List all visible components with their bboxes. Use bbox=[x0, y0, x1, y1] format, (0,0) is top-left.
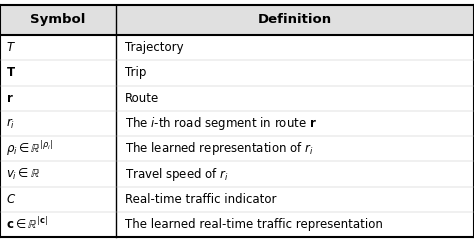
Text: Real-time traffic indicator: Real-time traffic indicator bbox=[125, 193, 276, 206]
Text: $\mathbf{c} \in \mathbb{R}^{|\mathbf{c}|}$: $\mathbf{c} \in \mathbb{R}^{|\mathbf{c}|… bbox=[6, 217, 47, 233]
Text: $v_i \in \mathbb{R}$: $v_i \in \mathbb{R}$ bbox=[6, 166, 40, 182]
Text: The learned real-time traffic representation: The learned real-time traffic representa… bbox=[125, 218, 383, 231]
Text: Trip: Trip bbox=[125, 67, 146, 79]
Bar bbox=[0, 5, 474, 35]
Text: Definition: Definition bbox=[258, 14, 332, 26]
Text: Symbol: Symbol bbox=[30, 14, 86, 26]
Text: Trajectory: Trajectory bbox=[125, 41, 183, 54]
Text: $\mathbf{r}$: $\mathbf{r}$ bbox=[6, 92, 13, 105]
Text: Route: Route bbox=[125, 92, 159, 105]
Text: $r_i$: $r_i$ bbox=[6, 116, 15, 130]
Text: The $i$-th road segment in route $\mathbf{r}$: The $i$-th road segment in route $\mathb… bbox=[125, 115, 317, 132]
Text: The learned representation of $r_i$: The learned representation of $r_i$ bbox=[125, 140, 313, 157]
Text: $C$: $C$ bbox=[6, 193, 16, 206]
Text: $\mathbf{T}$: $\mathbf{T}$ bbox=[6, 67, 16, 79]
Text: $\rho_i \in \mathbb{R}^{|\rho_i|}$: $\rho_i \in \mathbb{R}^{|\rho_i|}$ bbox=[6, 139, 53, 158]
Text: $T$: $T$ bbox=[6, 41, 16, 54]
Text: Travel speed of $r_i$: Travel speed of $r_i$ bbox=[125, 166, 228, 182]
